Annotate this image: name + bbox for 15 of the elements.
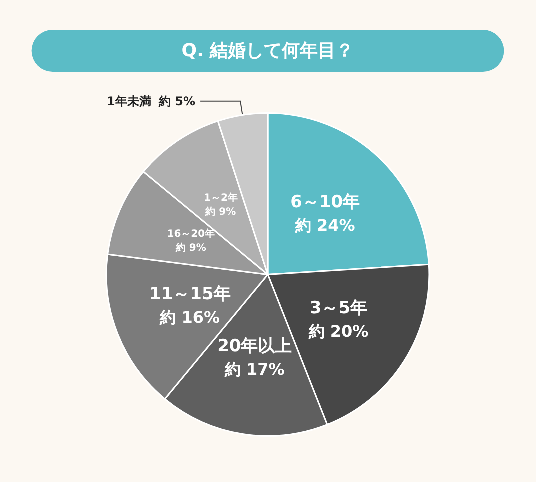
slice-label: 11～15年 xyxy=(149,284,231,305)
data-label: 約 9% xyxy=(204,206,236,218)
data-label: 約 16% xyxy=(159,308,220,328)
data-label: 約 20% xyxy=(308,322,369,342)
slice-label: 1～2年 xyxy=(204,192,238,204)
data-label: 約 9% xyxy=(174,242,206,254)
slice-label: 20年以上 xyxy=(218,336,292,356)
data-label: 約 17% xyxy=(224,360,285,379)
slice-label: 3～5年 xyxy=(310,298,368,319)
chart-title: Q. 結婚して何年目？ xyxy=(182,40,354,62)
slice-label: 6～10年 xyxy=(290,192,360,213)
data-label: 約 24% xyxy=(294,216,356,236)
slice-label: 16～20年 xyxy=(167,228,216,240)
slice-label: 1年未満 xyxy=(107,94,152,108)
data-label: 約 5% xyxy=(158,94,196,108)
